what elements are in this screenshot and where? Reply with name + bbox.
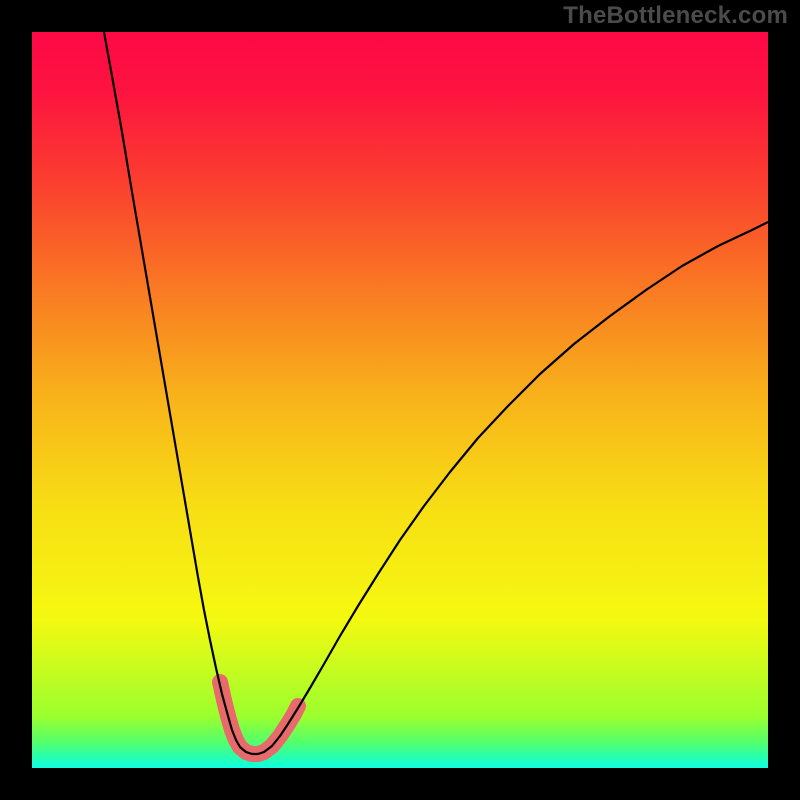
bottleneck-curve-chart xyxy=(0,0,800,800)
chart-frame: TheBottleneck.com xyxy=(0,0,800,800)
watermark-text: TheBottleneck.com xyxy=(563,2,788,30)
gradient-background xyxy=(32,32,768,768)
